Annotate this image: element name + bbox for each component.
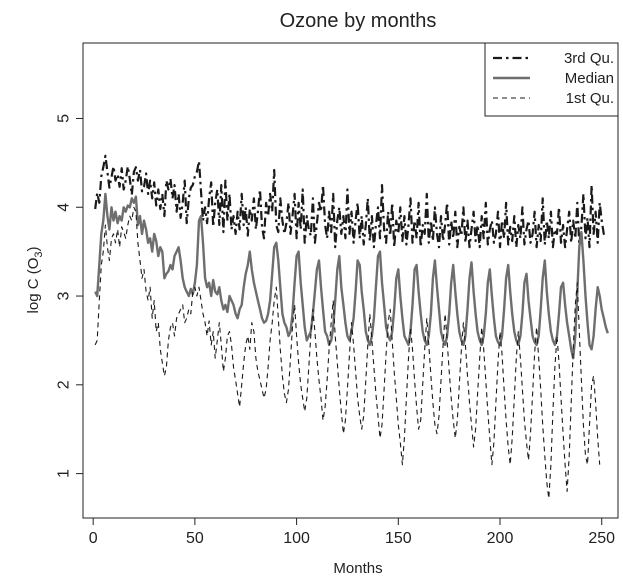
y-axis-label-close: ) (25, 247, 42, 252)
y-tick-label: 1 (56, 469, 73, 478)
series-line-1 (95, 156, 606, 247)
y-axis-label: log C (O3) (25, 247, 45, 314)
x-tick-label: 150 (385, 530, 412, 547)
y-tick-label: 3 (56, 291, 73, 300)
x-tick-label: 0 (89, 530, 98, 547)
y-axis: 1 2 3 4 5 (56, 114, 84, 478)
y-tick-label: 2 (56, 380, 73, 389)
chart-title: Ozone by months (280, 10, 437, 32)
series-layer (95, 156, 608, 499)
y-tick-label: 4 (56, 203, 73, 212)
series-line-2 (95, 194, 608, 358)
x-tick-label: 50 (186, 530, 204, 547)
x-tick-label: 250 (588, 530, 615, 547)
x-axis: 0 50 100 150 200 250 (89, 518, 615, 547)
legend: 3rd Qu. Median 1st Qu. (485, 43, 618, 116)
x-tick-label: 100 (283, 530, 310, 547)
series-line-3 (95, 207, 600, 498)
legend-label-2: Median (565, 70, 614, 87)
y-tick-label: 5 (56, 114, 73, 123)
legend-label-1: 3rd Qu. (564, 50, 614, 67)
x-axis-label: Months (333, 560, 382, 577)
x-tick-label: 200 (487, 530, 514, 547)
legend-label-3: 1st Qu. (566, 90, 614, 107)
y-axis-label-main: log C (O (25, 258, 42, 314)
